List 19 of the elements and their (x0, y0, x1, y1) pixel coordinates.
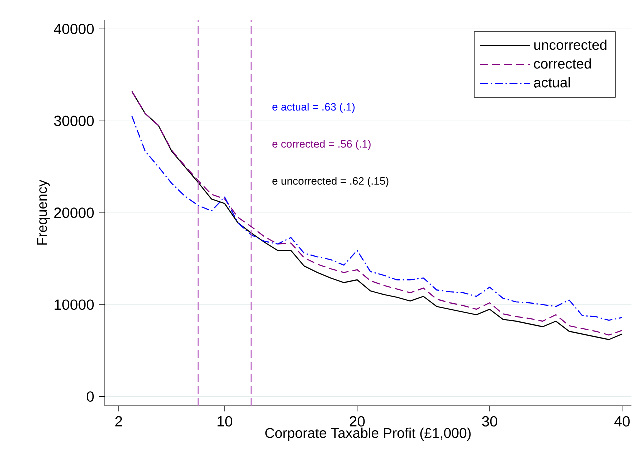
x-tick-label: 20 (350, 416, 365, 427)
y-tick-label: 30000 (54, 116, 94, 126)
y-tick-label: 10000 (54, 300, 94, 310)
x-tick-label: 40 (614, 416, 630, 427)
line-series (132, 116, 623, 322)
annotation: e corrected = .56 (.1) (272, 140, 371, 150)
x-tick-label: 30 (482, 416, 498, 427)
y-tick-label: 40000 (54, 24, 94, 34)
annotation: e uncorrected = .62 (.15) (272, 177, 389, 188)
x-tick-label: 2 (116, 416, 122, 427)
legend-label: corrected (534, 58, 592, 69)
y-tick-label: 20000 (54, 208, 94, 218)
y-tick-label: 0 (87, 392, 94, 402)
x-tick-label: 10 (218, 416, 232, 427)
legend-label: uncorrected (534, 40, 607, 50)
legend-label: actual (534, 77, 570, 88)
x-axis-title: Corporate Taxable Profit (£1,000) (266, 428, 471, 441)
y-axis-title: Frequency (37, 180, 50, 245)
annotation: e actual = .63 (.1) (272, 103, 355, 113)
